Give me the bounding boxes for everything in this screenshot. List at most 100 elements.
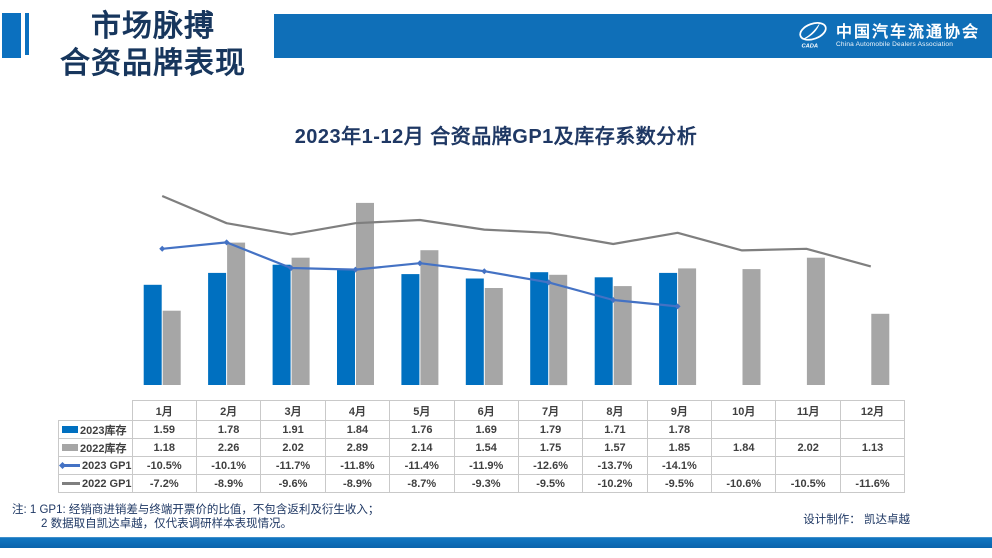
table-cell [711,456,777,475]
month-header: 10月 [711,400,777,421]
bar-2022库存 [742,269,761,385]
header-accent-rect [2,13,21,58]
marker-2023 GP1 [416,260,423,267]
line-2022 GP1 [161,194,872,268]
bar-2022库存 [549,274,568,386]
month-header: 11月 [775,400,841,421]
table-cell [711,420,777,439]
page-title: 市场脉搏 合资品牌表现 [38,8,268,82]
table-cell: 1.18 [131,438,197,457]
table-cell [839,420,906,439]
bar-2022库存 [678,268,697,385]
page-title-line1: 市场脉搏 [91,10,215,43]
table-cell: -13.7% [582,456,648,475]
legend-cell: 2022库存 [58,438,133,457]
marker-2023 GP1 [610,297,617,303]
table-cell: -11.6% [839,474,906,493]
table-corner-cell [58,400,133,421]
month-header: 3月 [260,400,326,421]
header-accent-bar [25,13,29,55]
bar-2022库存 [291,257,310,385]
table-cell: 1.54 [453,438,519,457]
bar-2022库存 [871,313,890,385]
bar-2022库存 [356,202,374,385]
table-cell: -9.6% [260,474,326,493]
table-cell: -7.2% [131,474,197,493]
table-cell: 2.26 [195,438,262,457]
legend-line-swatch [59,461,80,469]
org-name-cn: 中国汽车流通协会 [835,23,980,41]
legend-diamond-marker [59,461,67,469]
page-title-line2: 合资品牌表现 [60,47,246,80]
bar-2023库存 [208,272,227,385]
org-names: 中国汽车流通协会 China Automobile Dealers Associ… [836,24,980,49]
legend-line-swatch [62,482,80,485]
month-header: 2月 [195,400,262,421]
month-header: 5月 [389,400,455,421]
month-header: 4月 [324,400,391,421]
org-name-en: China Automobile Dealers Association [835,41,954,49]
table-cell: 1.71 [582,420,648,439]
footer-bar [0,537,992,548]
bar-2023库存 [143,284,162,385]
bar-2022库存 [162,310,181,385]
cada-abbr-text: CADA [801,43,818,49]
table-cell: -11.9% [453,456,519,475]
marker-2023 GP1 [545,279,552,286]
footnote-line-1: 注: 1 GP1: 经销商进销差与终端开票价的比值，不包含返利及衍生收入； [12,504,380,516]
footnote-line-2: 2 数据取自凯达卓越，仅代表调研样本表现情况。 [41,517,293,530]
bar-2023库存 [272,264,291,385]
table-cell: 1.69 [453,420,519,439]
table-cell: 2.14 [389,438,455,457]
header-banner: CADA 中国汽车流通协会 China Automobile Dealers A… [274,14,992,58]
marker-2023 GP1 [674,303,681,310]
marker-2023 GP1 [223,239,230,246]
bar-2022库存 [227,242,246,385]
bar-2023库存 [594,277,613,385]
table-cell: 2.89 [324,438,391,457]
series-label: 2023库存 [80,424,127,437]
legend-cell: 2023库存 [58,420,133,439]
chart-title: 2023年1-12月 合资品牌GP1及库存系数分析 [294,126,698,148]
bar-2022库存 [420,250,439,385]
month-header: 6月 [453,400,519,421]
table-cell: 1.13 [839,438,906,457]
bar-2023库存 [401,274,420,385]
table-cell: 1.79 [517,420,584,439]
table-cell: -9.3% [453,474,519,493]
legend-cell: 2023 GP1 [58,456,133,475]
marker-2023 GP1 [481,268,488,275]
series-label: 2022 GP1 [82,477,132,490]
bar-2022库存 [613,286,632,385]
month-header: 7月 [517,400,584,421]
marker-2023 GP1 [159,245,166,252]
table-cell: 1.57 [582,438,648,457]
bar-2023库存 [659,272,678,385]
table-cell: 1.84 [711,438,777,457]
table-cell: -9.5% [646,474,713,493]
bar-2023库存 [530,272,549,385]
bar-2023库存 [337,269,355,385]
month-header: 1月 [131,400,197,421]
bar-2023库存 [465,278,484,385]
data-table: 1月 2月 3月 4月 5月 6月 7月 8月 9月 10月 11月 12月 2023库存 1.59 1.7… [58,400,906,493]
credit-line: 设计制作： 凯达卓越 [803,514,910,526]
month-header: 9月 [646,400,713,421]
table-cell: 1.85 [646,438,713,457]
marker-2023 GP1 [352,266,359,273]
table-cell: -11.7% [260,456,326,475]
month-header: 8月 [582,400,648,421]
series-label: 2022库存 [80,442,127,455]
table-cell: 1.91 [260,420,326,439]
bar-2022库存 [484,288,503,385]
table-cell: -11.8% [324,456,391,475]
month-header: 12月 [839,400,906,421]
table-cell: -10.2% [582,474,648,493]
legend-bar-swatch [62,444,78,451]
cada-logo-icon: CADA [795,18,831,55]
table-cell: -8.9% [324,474,391,493]
series-label: 2023 GP1 [82,459,132,472]
table-cell: 1.75 [517,438,584,457]
table-cell: 1.78 [646,420,713,439]
table-cell: 1.78 [195,420,262,439]
